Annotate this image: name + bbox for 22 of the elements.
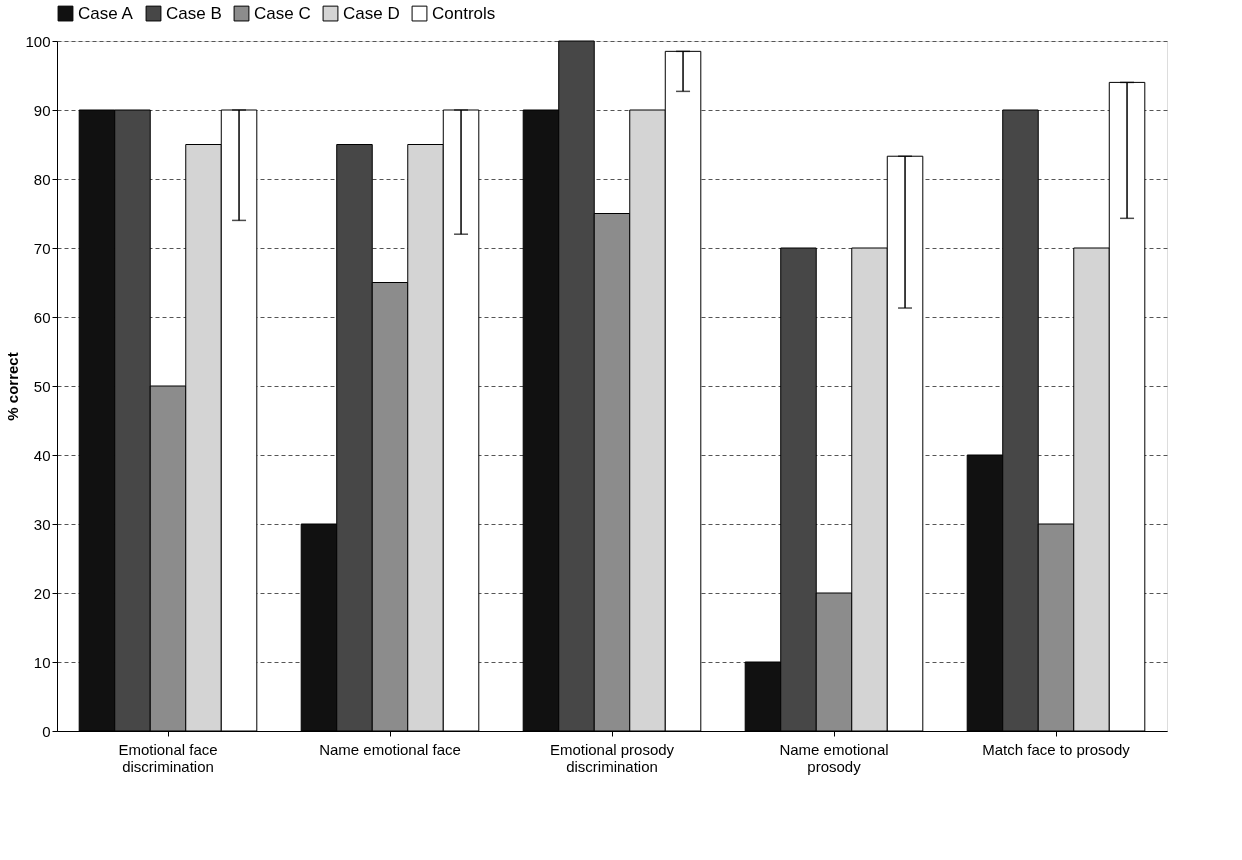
- y-tick-label: 20: [33, 584, 51, 602]
- y-tick-label: 0: [42, 722, 51, 740]
- y-tick-label: 100: [25, 32, 51, 50]
- legend-label: Case C: [254, 3, 311, 23]
- x-tick-label: Match face to prosody: [982, 740, 1131, 758]
- x-tick-label: Name emotional face: [319, 740, 461, 758]
- x-tick-label: Emotional face discrimination: [118, 740, 218, 775]
- y-tick-label: 10: [33, 653, 51, 671]
- legend-label: Case A: [78, 3, 134, 23]
- legend-label: Case D: [343, 3, 400, 23]
- y-tick-label: 60: [33, 308, 51, 326]
- y-tick-label: 90: [33, 101, 51, 119]
- x-tick-label: Name emotional prosody: [779, 740, 889, 775]
- y-axis-title: % correct: [4, 352, 22, 421]
- y-tick-label: 70: [33, 239, 51, 257]
- x-tick-label: Emotional prosody discrimination: [549, 740, 675, 775]
- y-tick-label: 30: [33, 515, 51, 533]
- legend-label: Controls: [432, 3, 496, 23]
- y-tick-label: 50: [33, 377, 51, 395]
- y-tick-label: 40: [33, 446, 51, 464]
- legend-label: Case B: [166, 3, 222, 23]
- y-tick-label: 80: [33, 170, 51, 188]
